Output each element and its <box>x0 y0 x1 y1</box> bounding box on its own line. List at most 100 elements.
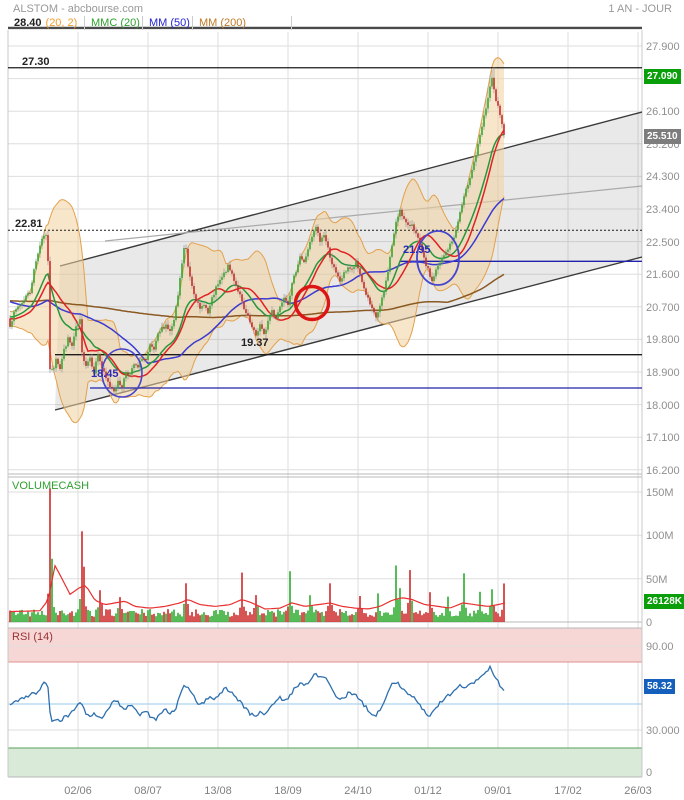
candle-down <box>333 264 335 268</box>
volume-bar <box>345 610 347 622</box>
grid-lines <box>8 32 642 777</box>
candle-down <box>351 268 353 270</box>
volume-bar <box>181 616 183 622</box>
candle-up <box>201 306 203 309</box>
candle-up <box>449 243 451 250</box>
timeframe-label: 1 AN - JOUR <box>608 3 672 15</box>
volume-bar <box>337 615 339 622</box>
candle-up <box>307 249 309 257</box>
volume-bar <box>35 614 37 622</box>
candle-up <box>141 358 143 361</box>
candle-up <box>259 324 261 332</box>
candle-down <box>113 388 115 392</box>
volume-bar <box>421 615 423 622</box>
candle-down <box>427 266 429 269</box>
candle-up <box>487 97 489 109</box>
volume-bar <box>193 616 195 622</box>
candle-up <box>23 300 25 304</box>
candle-up <box>391 245 393 257</box>
candle-down <box>359 268 361 275</box>
support-resistance-lines <box>8 26 642 389</box>
candle-up <box>267 320 269 330</box>
volume-bar <box>281 614 283 622</box>
candle-down <box>169 329 171 331</box>
volume-bar <box>51 558 53 622</box>
volume-bar <box>123 613 125 622</box>
level-label-1937: 19.37 <box>241 337 269 349</box>
volume-bar <box>333 610 335 622</box>
volume-bar <box>461 604 463 622</box>
volume-bar <box>463 573 465 622</box>
volume-bar <box>327 605 329 622</box>
volume-bar <box>371 615 373 622</box>
volume-bar <box>387 612 389 622</box>
candle-up <box>181 263 183 279</box>
candle-up <box>309 241 311 250</box>
volume-bar <box>275 616 277 622</box>
candle-down <box>407 222 409 225</box>
candle-up <box>471 169 473 179</box>
volume-tick-label: 0 <box>646 617 652 629</box>
candle-down <box>235 280 237 286</box>
volume-bar <box>233 612 235 622</box>
price-tick-label: 19.800 <box>646 334 680 346</box>
candle-down <box>93 366 95 374</box>
candle-down <box>193 285 195 295</box>
volume-bar <box>385 612 387 622</box>
volume-bar <box>437 616 439 622</box>
candle-up <box>457 221 459 230</box>
candle-up <box>389 256 391 272</box>
volume-bar <box>203 612 205 622</box>
mm200-label: MM (200) <box>199 17 247 29</box>
volume-bar <box>33 609 35 622</box>
candle-down <box>119 380 121 386</box>
volume-bar <box>457 615 459 622</box>
volume-bar <box>407 602 409 622</box>
volume-bar <box>479 591 481 622</box>
volume-bar <box>353 614 355 622</box>
candle-down <box>233 273 235 281</box>
candle-up <box>439 262 441 266</box>
candle-down <box>205 305 207 308</box>
candle-down <box>325 235 327 242</box>
candle-up <box>377 312 379 318</box>
candle-up <box>45 235 47 237</box>
level-label-1845: 18.45 <box>91 368 119 380</box>
volume-series <box>9 488 506 622</box>
candle-up <box>441 258 443 263</box>
legend-mm50: MM (50) <box>143 16 193 30</box>
candle-up <box>279 306 281 313</box>
candle-down <box>349 267 351 269</box>
candle-up <box>461 205 463 213</box>
volume-bar <box>309 595 311 622</box>
volume-bar <box>447 596 449 622</box>
volume-bar <box>189 615 191 622</box>
page-title: ALSTOM - abcbourse.com <box>13 3 144 15</box>
candle-down <box>415 230 417 234</box>
candle-up <box>63 348 65 359</box>
volume-bar <box>73 615 75 622</box>
mmc20-label: MMC (20) <box>91 17 140 29</box>
volume-bar <box>405 613 407 622</box>
candle-up <box>79 319 81 325</box>
candle-down <box>137 364 139 368</box>
volume-bar <box>159 613 161 622</box>
candle-up <box>123 378 125 388</box>
candle-up <box>157 333 159 341</box>
volume-bar <box>95 609 97 622</box>
indicator-legend: 28.40 (20, 2) MMC (20) MM (50) MM (200) <box>8 16 292 30</box>
candle-down <box>495 89 497 102</box>
candle-up <box>291 283 293 296</box>
candle-up <box>73 336 75 346</box>
candle-up <box>21 303 23 306</box>
volume-bar <box>65 615 67 622</box>
volume-bar <box>469 613 471 622</box>
candle-up <box>149 344 151 352</box>
volume-bar <box>393 607 395 622</box>
candle-up <box>173 319 175 327</box>
volume-bar <box>475 613 477 622</box>
volume-bar <box>231 616 233 622</box>
candle-down <box>241 294 243 302</box>
candle-down <box>247 313 249 316</box>
